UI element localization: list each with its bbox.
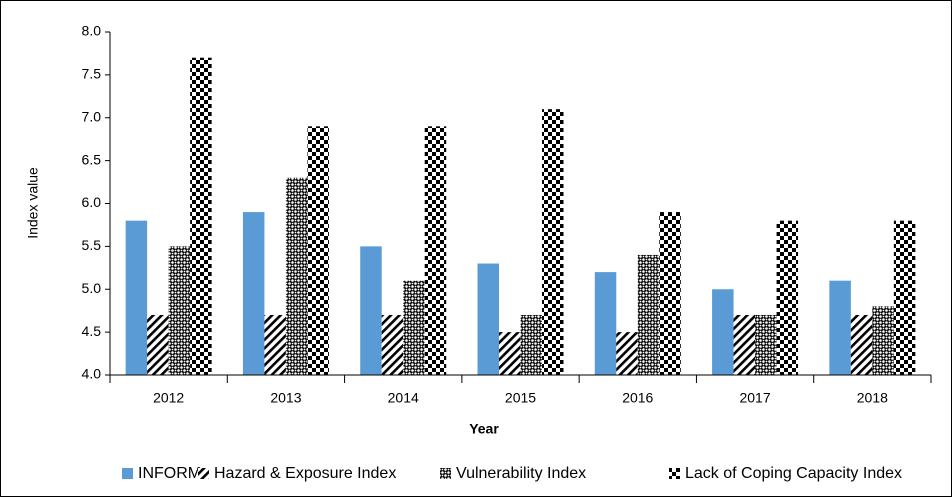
- y-tick-label: 5.5: [82, 237, 102, 253]
- legend-swatch: [198, 468, 209, 479]
- bar: [712, 289, 734, 375]
- bar: [659, 212, 681, 375]
- bar: [850, 314, 873, 375]
- bar: [776, 220, 799, 375]
- x-tick-label: 2015: [505, 390, 536, 406]
- bar: [125, 220, 148, 375]
- legend-label: INFORM: [138, 465, 201, 482]
- x-axis-label: Year: [469, 421, 499, 437]
- x-tick-label: 2018: [857, 390, 888, 406]
- bar: [733, 314, 756, 375]
- legend-swatch: [122, 468, 133, 479]
- bar: [594, 272, 617, 375]
- bar: [403, 280, 425, 375]
- y-tick-label: 4.0: [82, 366, 102, 382]
- y-tick-label: 6.5: [82, 151, 102, 167]
- y-tick-label: 6.0: [82, 194, 102, 210]
- bar: [499, 332, 521, 375]
- x-tick-label: 2014: [388, 390, 419, 406]
- bar: [477, 263, 499, 375]
- legend-label: Vulnerability Index: [456, 465, 586, 482]
- bar: [872, 306, 894, 375]
- bar: [542, 109, 564, 376]
- bar: [360, 246, 382, 375]
- y-tick-label: 8.0: [82, 23, 102, 39]
- bar: [147, 314, 169, 375]
- x-tick-label: 2016: [622, 390, 653, 406]
- legend-swatch: [669, 468, 680, 479]
- x-tick-label: 2013: [270, 390, 301, 406]
- bar: [755, 314, 777, 375]
- y-tick-label: 4.5: [82, 323, 102, 339]
- y-tick-label: 7.0: [82, 108, 102, 124]
- bar: [168, 246, 191, 375]
- bar: [285, 177, 308, 375]
- y-axis-label: Index value: [25, 167, 41, 239]
- bar: [424, 126, 447, 375]
- legend-label: Hazard & Exposure Index: [214, 465, 396, 482]
- x-tick-label: 2012: [153, 390, 184, 406]
- bar: [307, 126, 329, 375]
- bar: [381, 314, 404, 375]
- y-tick-label: 5.0: [82, 280, 102, 296]
- legend-label: Lack of Coping Capacity Index: [685, 465, 902, 482]
- bar: [520, 314, 542, 375]
- legend-swatch: [440, 468, 451, 479]
- bar: [893, 220, 916, 375]
- bar: [637, 254, 660, 375]
- bar: [242, 212, 265, 375]
- bar: [616, 332, 638, 375]
- x-tick-label: 2017: [739, 390, 770, 406]
- bar: [829, 280, 851, 375]
- bar: [264, 314, 286, 375]
- bar: [190, 57, 212, 375]
- y-tick-label: 7.5: [82, 66, 102, 82]
